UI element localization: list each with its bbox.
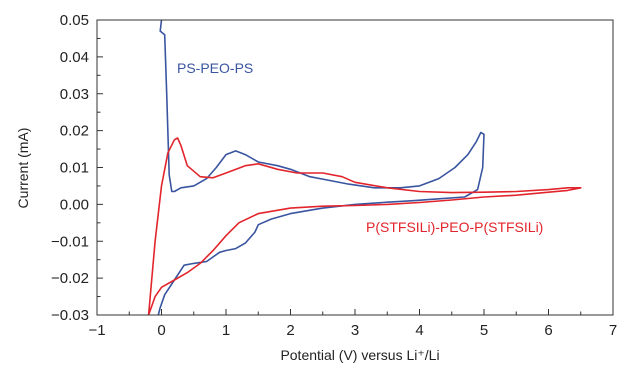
x-tick-label: 6 [544,322,552,339]
series-line-1 [147,137,582,316]
x-tick-label: 7 [609,322,617,339]
y-tick-label: 0.02 [60,123,89,140]
series-label-ps-peo-ps: PS-PEO-PS [177,60,253,76]
y-tick-label: −0.02 [51,270,89,287]
x-tick-label: 3 [351,322,359,339]
plot-area [147,19,582,316]
x-tick-label: 2 [286,322,294,339]
x-axis-title: Potential (V) versus Li⁺/Li [280,347,439,363]
y-tick-label: 0.04 [60,49,89,66]
x-tick-label: 5 [480,322,488,339]
y-tick-label: −0.03 [51,307,89,324]
x-tick-label: 4 [415,322,423,339]
x-tick-label: −1 [88,322,105,339]
y-tick-label: 0.01 [60,160,89,177]
series-label-pstfsili-peo-pstfsili: P(STFSILi)-PEO-P(STFSILi) [366,219,543,235]
x-tick-label: 0 [157,322,165,339]
y-tick-label: 0.00 [60,196,89,213]
series-line-0 [157,19,485,316]
y-axis-title: Current (mA) [15,128,31,209]
y-tick-label: −0.01 [51,233,89,250]
y-tick-label: 0.03 [60,86,89,103]
axes: −1 0 1 2 3 4 5 6 7 −0.03 −0.02 −0.01 0.00 0.01 0.02 0.0… [51,12,617,339]
x-tick-label: 1 [222,322,230,339]
y-tick-label: 0.05 [60,12,89,29]
labels: Potential (V) versus Li⁺/Li Current (mA)… [15,60,543,363]
plot-frame [96,19,614,316]
